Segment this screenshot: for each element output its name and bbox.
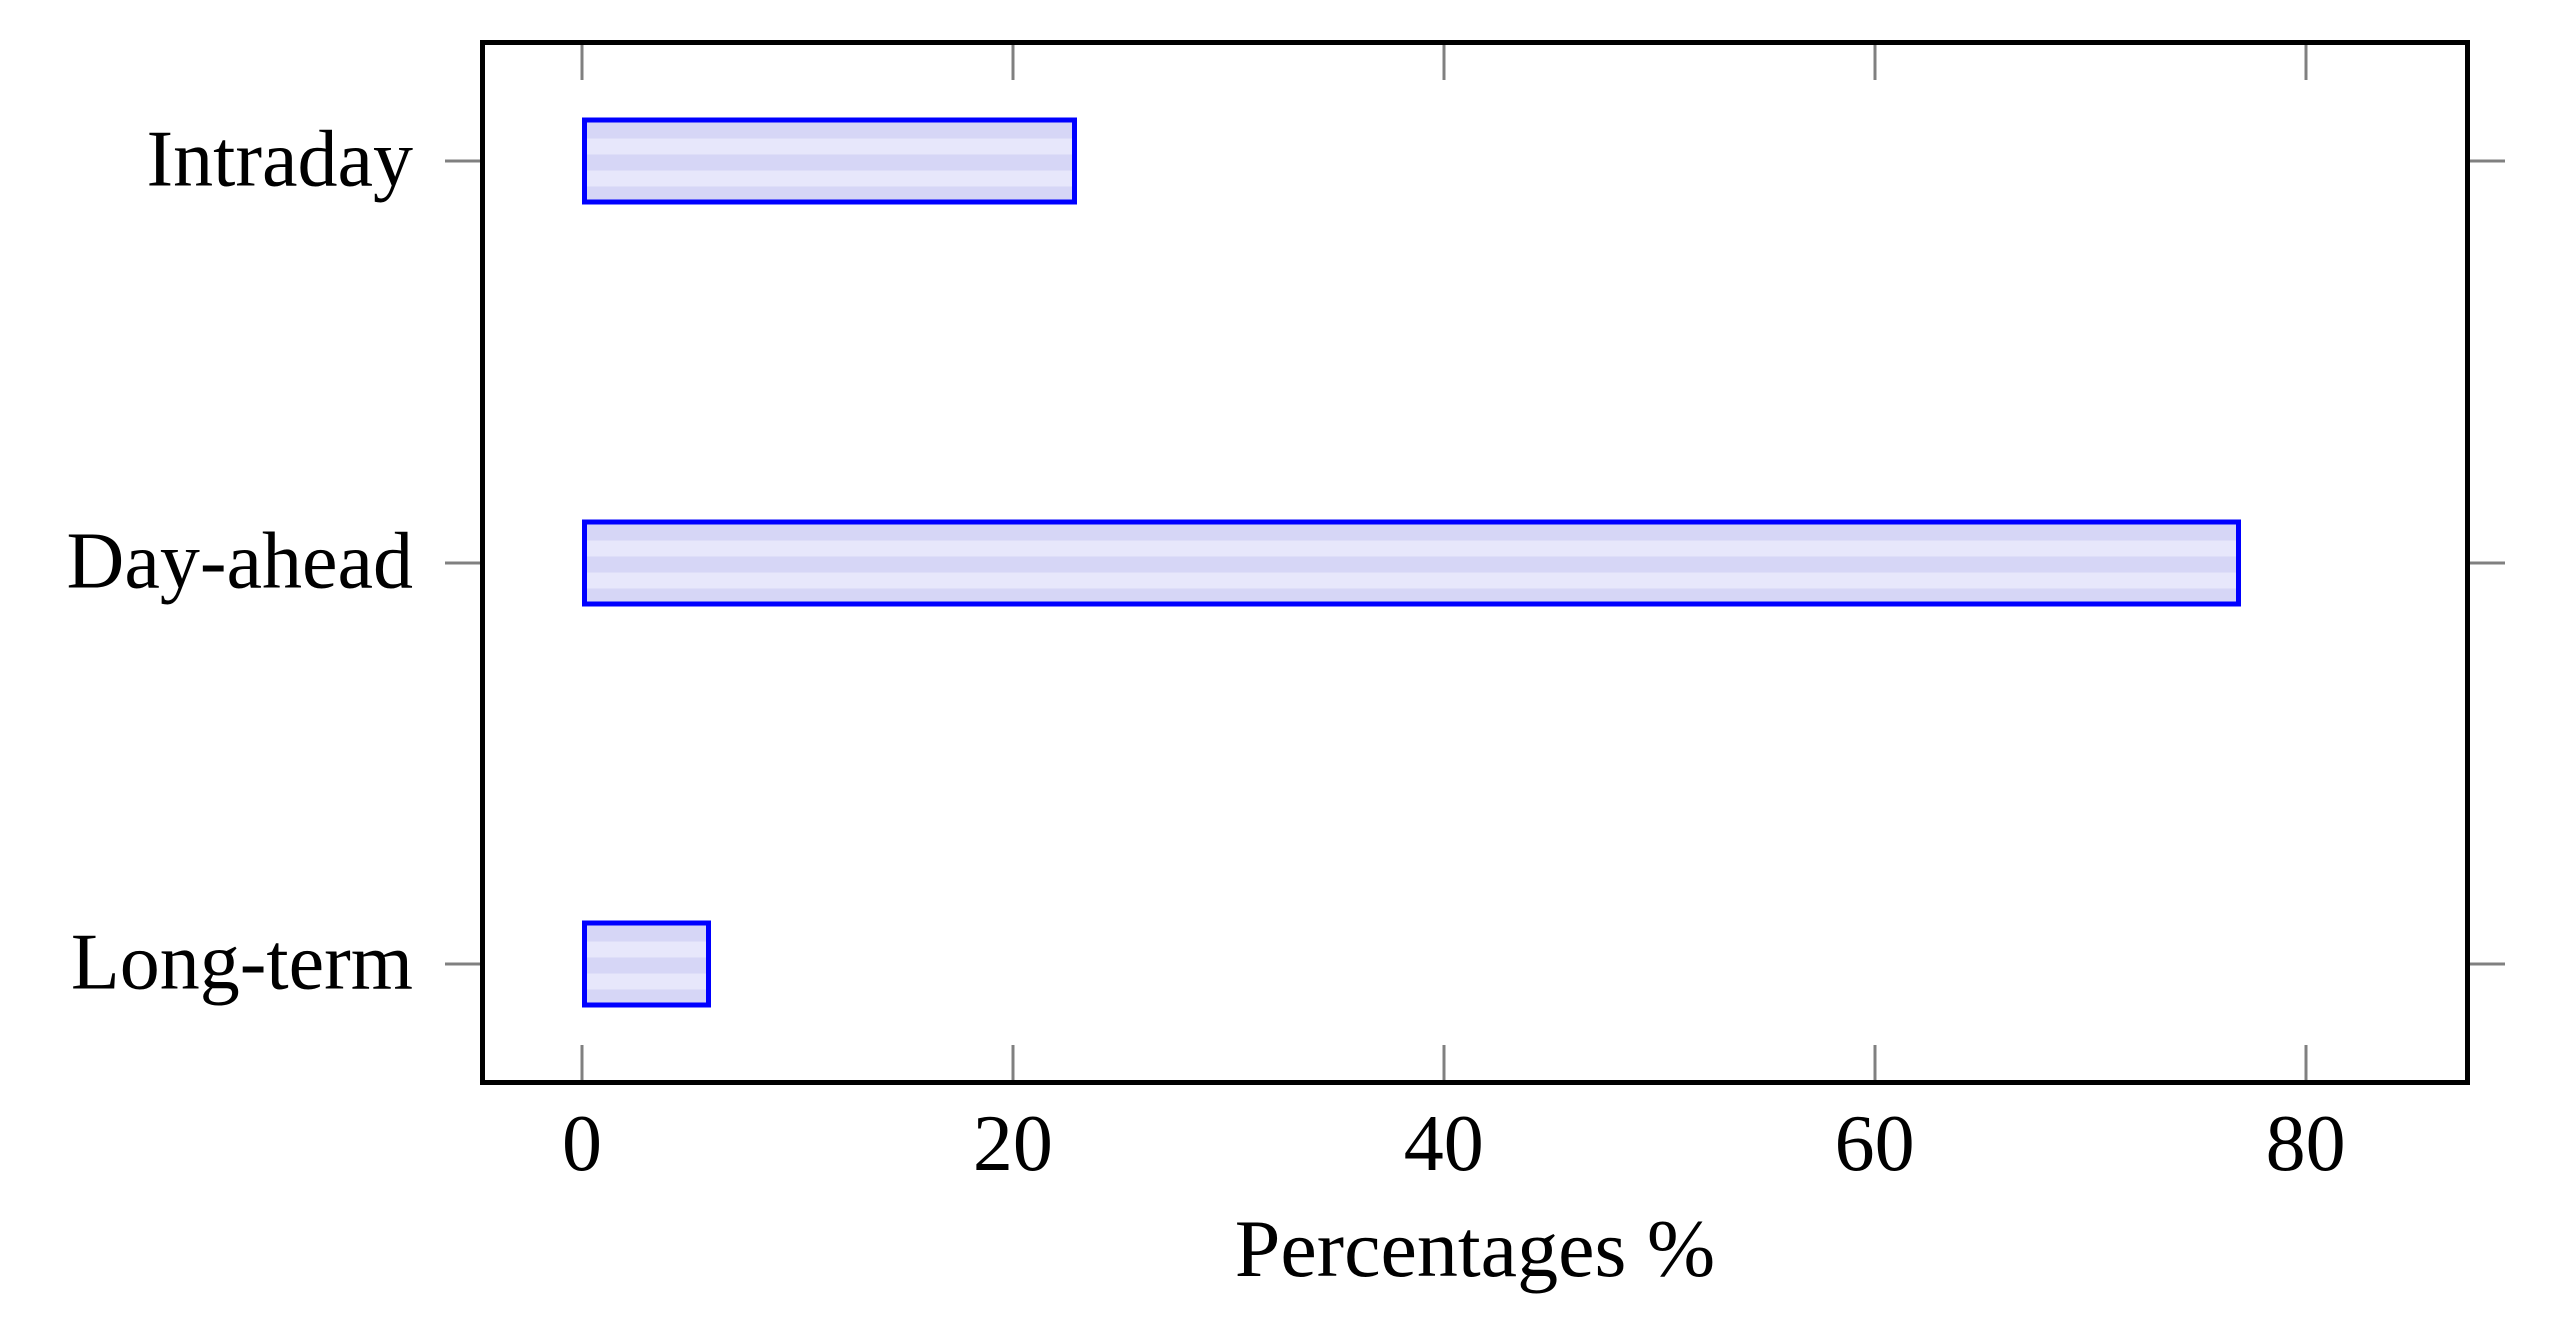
x-tick-bottom [2304,1045,2308,1080]
bar-long-term [581,920,712,1008]
category-label: Day-ahead [66,516,413,605]
x-tick-top [1873,45,1877,80]
x-tick-top [1011,45,1015,80]
x-tick-top [1442,45,1446,80]
y-tick-right [2470,962,2505,966]
bar-day-ahead [581,519,2241,606]
x-tick-bottom [1873,1045,1877,1080]
x-tick-label: 60 [1834,1100,1915,1188]
x-tick-top [580,45,584,80]
y-tick-left [445,159,480,163]
x-tick-label: 20 [972,1100,1053,1188]
category-label: Intraday [146,114,413,203]
x-tick-label: 40 [1403,1100,1484,1188]
category-label: Long-term [70,918,413,1007]
y-tick-left [445,962,480,966]
x-axis-title: Percentages % [1234,1203,1716,1294]
plot-inner [485,45,2465,1080]
x-tick-bottom [580,1045,584,1080]
y-tick-left [445,561,480,564]
x-tick-top [2304,45,2308,80]
y-tick-right [2470,159,2505,163]
x-tick-label: 80 [2265,1100,2346,1188]
y-tick-right [2470,561,2505,564]
x-tick-label-layer: 0 20 40 60 80 [485,1104,2465,1204]
x-tick-bottom [1442,1045,1446,1080]
x-tick-label: 0 [561,1100,602,1188]
bar-intraday [581,117,1078,205]
x-tick-bottom [1011,1045,1015,1080]
plot-area [480,40,2470,1085]
